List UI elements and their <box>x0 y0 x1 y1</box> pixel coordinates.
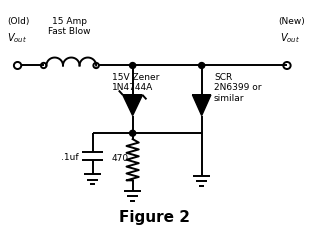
Text: SCR
2N6399 or
similar: SCR 2N6399 or similar <box>214 73 261 103</box>
Circle shape <box>199 63 205 68</box>
Text: (Old): (Old) <box>7 17 30 26</box>
Text: $V_{out}$: $V_{out}$ <box>7 32 27 46</box>
Text: $V_{out}$: $V_{out}$ <box>280 32 300 46</box>
Text: .1uf: .1uf <box>61 153 79 162</box>
Polygon shape <box>123 95 143 116</box>
Text: 15V Zener
1N4744A: 15V Zener 1N4744A <box>112 73 159 92</box>
Polygon shape <box>193 95 211 116</box>
Text: Figure 2: Figure 2 <box>119 210 190 225</box>
Text: 470: 470 <box>112 154 129 163</box>
Text: 15 Amp
Fast Blow: 15 Amp Fast Blow <box>48 17 91 36</box>
Circle shape <box>129 63 136 68</box>
Circle shape <box>129 130 136 136</box>
Text: (New): (New) <box>278 17 305 26</box>
